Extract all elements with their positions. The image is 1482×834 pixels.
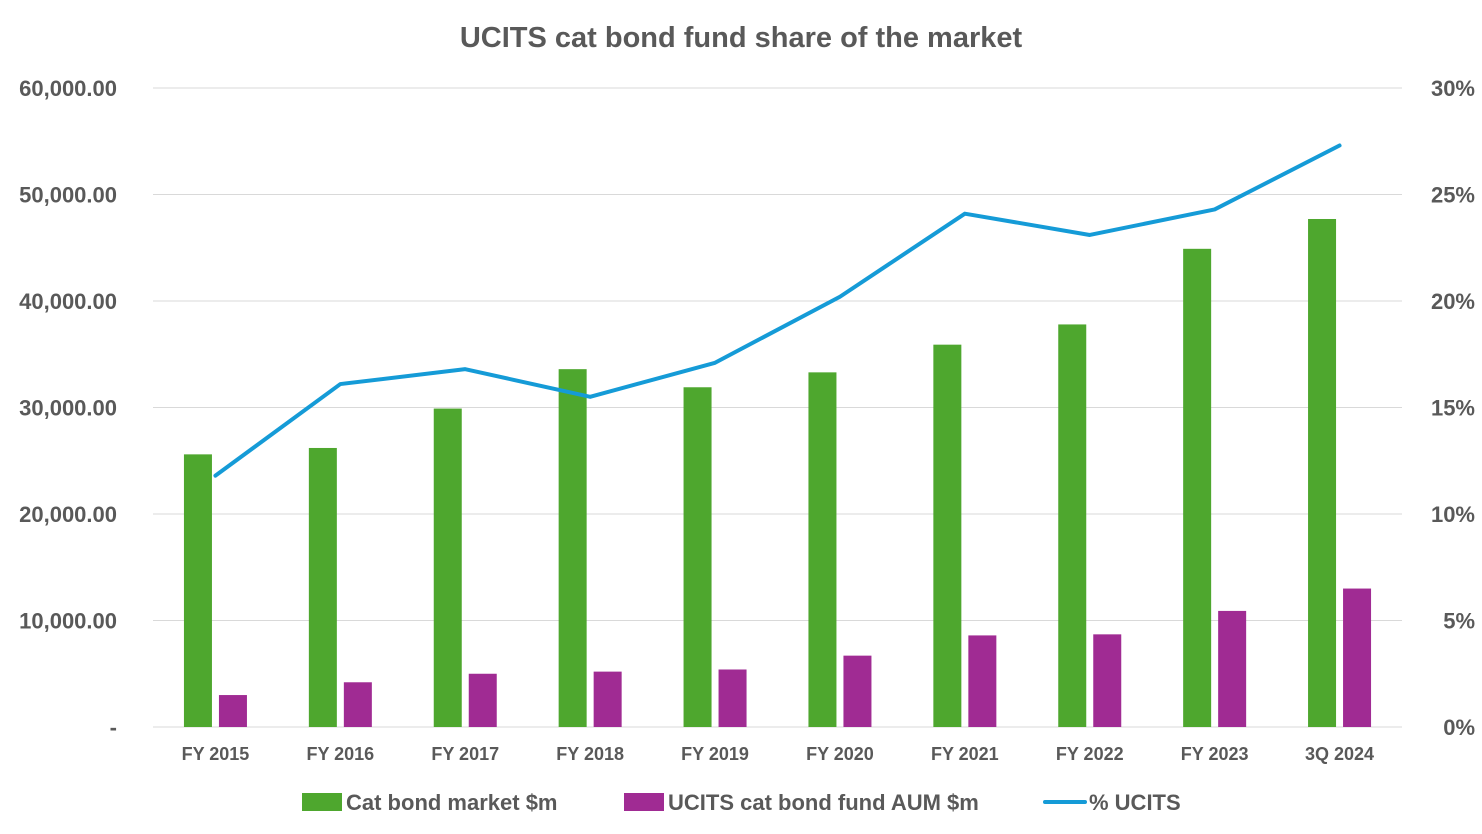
left-tick-label: - bbox=[110, 715, 117, 740]
bar-ucits-aum bbox=[968, 635, 997, 727]
left-y-axis: - 10,000.00 20,000.00 30,000.00 40,000.00 50,… bbox=[19, 76, 117, 740]
bar-cat-bond-market bbox=[1308, 218, 1337, 727]
bar-cat-bond-market bbox=[433, 408, 462, 727]
right-tick-label: 30% bbox=[1431, 76, 1475, 101]
legend: Cat bond market $m UCITS cat bond fund AU… bbox=[302, 790, 1181, 815]
x-tick-label: FY 2020 bbox=[806, 744, 874, 764]
x-tick-label: FY 2018 bbox=[556, 744, 624, 764]
bar-ucits-aum bbox=[1343, 588, 1372, 727]
bar-ucits-aum bbox=[1093, 634, 1122, 727]
left-tick-label: 30,000.00 bbox=[19, 396, 117, 421]
right-tick-label: 0% bbox=[1443, 715, 1475, 740]
right-tick-label: 25% bbox=[1431, 183, 1475, 208]
bar-cat-bond-market bbox=[308, 447, 337, 727]
bar-cat-bond-market bbox=[1183, 248, 1212, 727]
bar-cat-bond-market bbox=[1058, 324, 1087, 727]
bar-cat-bond-market bbox=[683, 387, 712, 727]
legend-label: Cat bond market $m bbox=[346, 790, 558, 815]
percent-line bbox=[213, 143, 1342, 478]
x-tick-label: FY 2023 bbox=[1181, 744, 1249, 764]
bar-cat-bond-market bbox=[183, 454, 212, 727]
bar-ucits-aum bbox=[843, 655, 872, 727]
bar-ucits-aum bbox=[1218, 610, 1247, 727]
right-y-axis: 0% 5% 10% 15% 20% 25% 30% bbox=[1431, 76, 1475, 740]
bar-ucits-aum bbox=[218, 695, 247, 727]
bar-ucits-aum bbox=[468, 673, 497, 727]
x-tick-label: 3Q 2024 bbox=[1305, 744, 1374, 764]
x-tick-label: FY 2016 bbox=[306, 744, 374, 764]
bar-cat-bond-market bbox=[808, 372, 837, 727]
x-tick-label: FY 2015 bbox=[182, 744, 250, 764]
chart-title: UCITS cat bond fund share of the market bbox=[460, 22, 1023, 54]
bar-ucits-aum bbox=[343, 682, 372, 727]
right-tick-label: 5% bbox=[1443, 609, 1475, 634]
left-tick-label: 50,000.00 bbox=[19, 183, 117, 208]
bar-cat-bond-market bbox=[558, 369, 587, 727]
legend-label: % UCITS bbox=[1089, 790, 1181, 815]
right-tick-label: 20% bbox=[1431, 289, 1475, 314]
right-tick-label: 15% bbox=[1431, 396, 1475, 421]
legend-swatch bbox=[624, 793, 664, 811]
left-tick-label: 40,000.00 bbox=[19, 289, 117, 314]
x-axis: FY 2015 FY 2016 FY 2017 FY 2018 FY 2019 FY 20… bbox=[182, 744, 1374, 764]
left-tick-label: 10,000.00 bbox=[19, 609, 117, 634]
left-tick-label: 60,000.00 bbox=[19, 76, 117, 101]
x-tick-label: FY 2021 bbox=[931, 744, 999, 764]
legend-item-percent-ucits: % UCITS bbox=[1043, 790, 1181, 815]
gridlines bbox=[153, 87, 1402, 728]
bar-ucits-aum bbox=[718, 669, 747, 727]
right-tick-label: 10% bbox=[1431, 502, 1475, 527]
legend-swatch bbox=[302, 793, 342, 811]
legend-item-ucits-aum: UCITS cat bond fund AUM $m bbox=[624, 790, 979, 815]
legend-item-cat-bond-market: Cat bond market $m bbox=[302, 790, 558, 815]
bars bbox=[183, 218, 1372, 727]
bar-ucits-aum bbox=[593, 671, 622, 727]
line-percent-ucits bbox=[213, 143, 1342, 478]
x-tick-label: FY 2022 bbox=[1056, 744, 1124, 764]
left-tick-label: 20,000.00 bbox=[19, 502, 117, 527]
legend-label: UCITS cat bond fund AUM $m bbox=[668, 790, 979, 815]
bar-cat-bond-market bbox=[933, 344, 962, 727]
x-tick-label: FY 2017 bbox=[431, 744, 499, 764]
x-tick-label: FY 2019 bbox=[681, 744, 749, 764]
